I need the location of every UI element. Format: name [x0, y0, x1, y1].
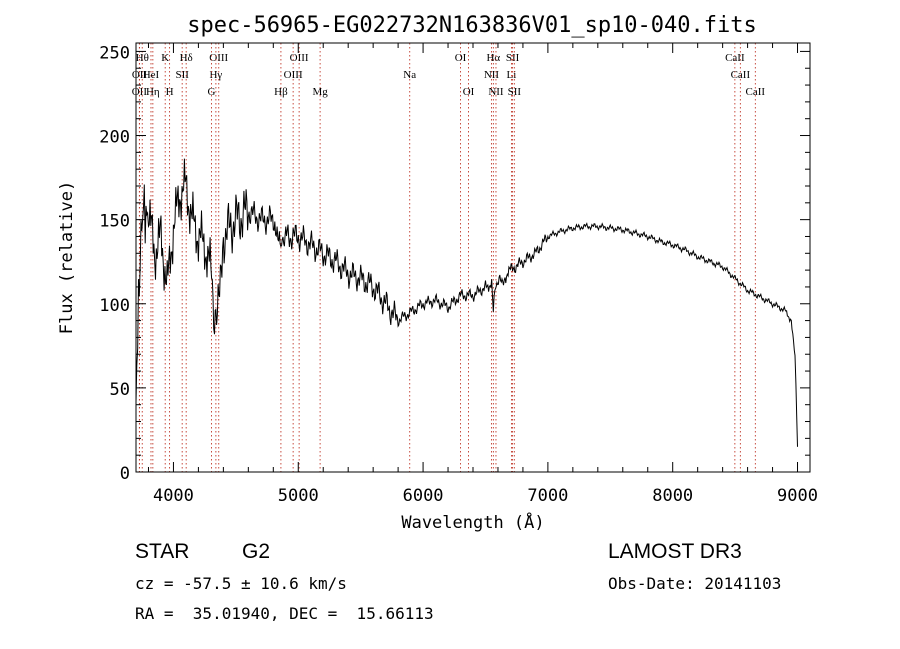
y-tick-label: 150 — [99, 212, 130, 232]
survey-name: LAMOST DR3 — [608, 540, 742, 563]
emission-line-label: SII — [508, 86, 522, 98]
emission-line-label: Hγ — [209, 69, 222, 81]
x-tick-label: 6000 — [403, 486, 444, 506]
x-tick-label: 8000 — [652, 486, 693, 506]
y-tick-label: 250 — [99, 43, 130, 63]
emission-line-label: NII — [488, 86, 504, 98]
emission-line-label: SII — [175, 69, 189, 81]
emission-line-label: OIII — [284, 69, 303, 81]
spectrum-series-line — [135, 158, 798, 447]
x-axis-label: Wavelength (Å) — [401, 511, 544, 533]
emission-line-label: CaII — [731, 69, 751, 81]
emission-line-label: CaII — [725, 52, 745, 64]
emission-line-label: K — [161, 52, 169, 64]
redshift-text: cz = -57.5 ± 10.6 km/s — [135, 574, 347, 593]
emission-line-label: Hη — [146, 86, 160, 98]
emission-line-label: Li — [507, 69, 517, 81]
emission-line-label: H — [166, 86, 174, 98]
emission-line-label: OI — [455, 52, 467, 64]
emission-line-label: CaII — [746, 86, 766, 98]
emission-line-label: Hα — [486, 52, 500, 64]
emission-line-label: HeI — [143, 69, 160, 81]
x-tick-label: 5000 — [278, 486, 319, 506]
y-tick-label: 200 — [99, 128, 130, 148]
emission-line-label: Hβ — [274, 86, 288, 98]
y-tick-label: 100 — [99, 296, 130, 316]
obs-date-text: Obs-Date: 20141103 — [608, 574, 782, 593]
emission-line-label: Mg — [312, 86, 328, 98]
y-tick-label: 0 — [120, 464, 130, 484]
x-tick-label: 9000 — [777, 486, 818, 506]
spectrum-plot: spec-56965-EG022732N163836V01_sp10-040.f… — [57, 13, 818, 533]
y-axis-label: Flux (relative) — [57, 181, 77, 335]
plot-frame — [135, 42, 811, 473]
emission-line-label: Hδ — [180, 52, 193, 64]
spectral-subclass: G2 — [242, 540, 271, 563]
y-tick-label: 50 — [110, 380, 130, 400]
emission-line-label: OIII — [209, 52, 228, 64]
emission-line-label: Hθ — [136, 52, 149, 64]
chart-title: spec-56965-EG022732N163836V01_sp10-040.f… — [187, 13, 757, 38]
object-class: STAR — [135, 540, 190, 563]
emission-line-label: OIII — [290, 52, 309, 64]
emission-line-label: G — [208, 86, 216, 98]
x-tick-label: 4000 — [153, 486, 194, 506]
emission-line-label: NII — [484, 69, 500, 81]
emission-line-label: Na — [403, 69, 416, 81]
emission-line-label: SII — [506, 52, 520, 64]
x-tick-label: 7000 — [527, 486, 568, 506]
coordinates-text: RA = 35.01940, DEC = 15.66113 — [135, 604, 434, 623]
emission-line-label: OI — [463, 86, 475, 98]
